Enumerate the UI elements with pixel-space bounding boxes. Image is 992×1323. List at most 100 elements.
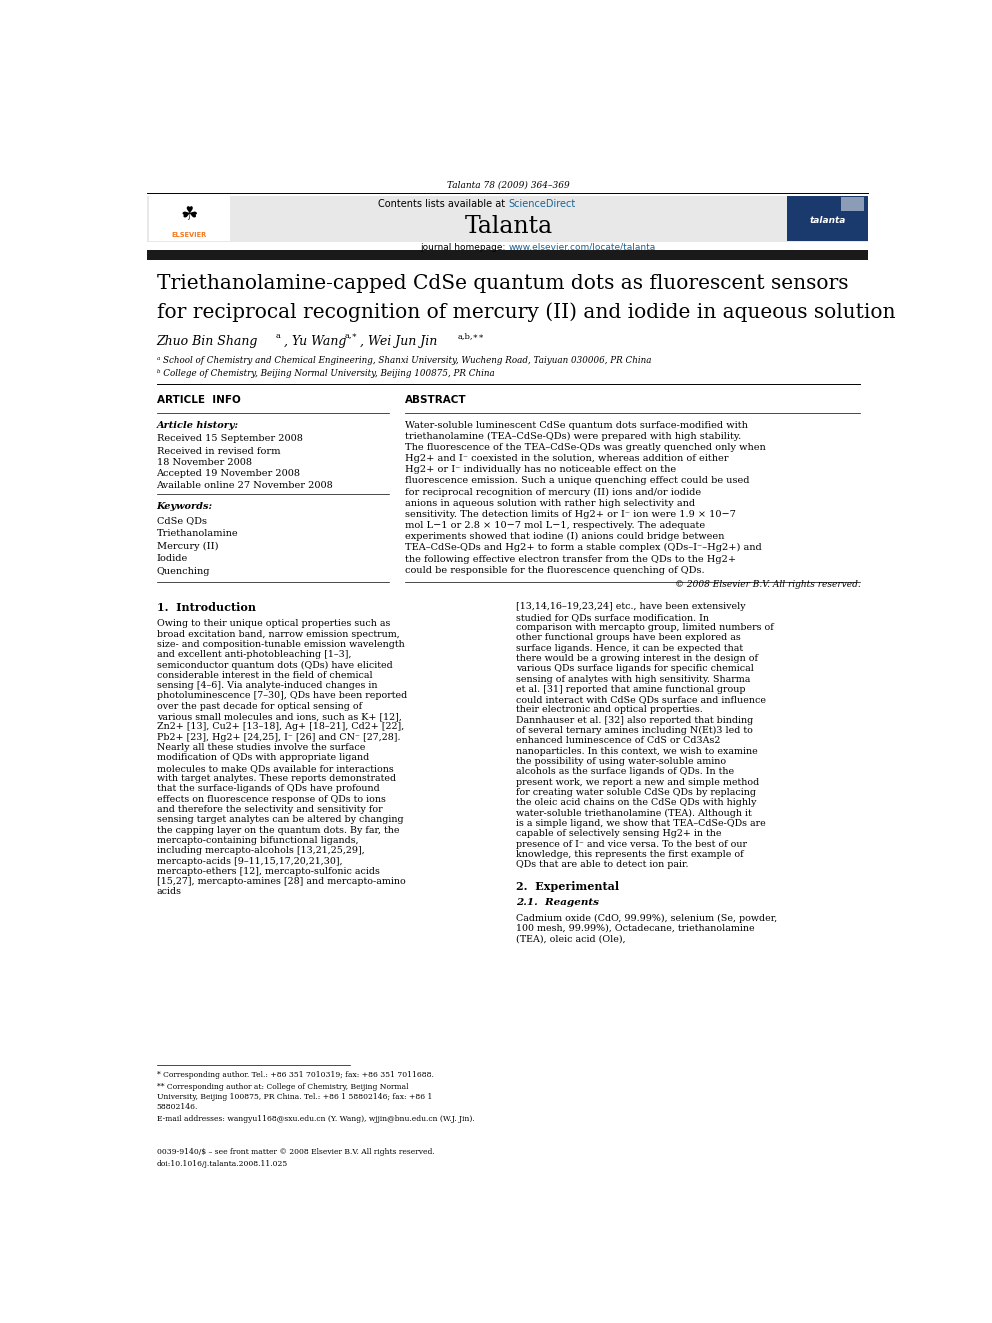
Text: 18 November 2008: 18 November 2008 bbox=[157, 458, 252, 467]
Text: nanoparticles. In this context, we wish to examine: nanoparticles. In this context, we wish … bbox=[516, 746, 758, 755]
Text: a: a bbox=[276, 332, 281, 340]
Text: for reciprocal recognition of mercury (II) ions and/or iodide: for reciprocal recognition of mercury (I… bbox=[405, 488, 700, 496]
Text: 58802146.: 58802146. bbox=[157, 1103, 198, 1111]
Bar bbox=[787, 197, 868, 241]
Text: * Corresponding author. Tel.: +86 351 7010319; fax: +86 351 7011688.: * Corresponding author. Tel.: +86 351 70… bbox=[157, 1072, 434, 1080]
Text: that the surface-ligands of QDs have profound: that the surface-ligands of QDs have pro… bbox=[157, 785, 379, 794]
Text: including mercapto-alcohols [13,21,25,29],: including mercapto-alcohols [13,21,25,29… bbox=[157, 847, 364, 855]
Text: various QDs surface ligands for specific chemical: various QDs surface ligands for specific… bbox=[516, 664, 754, 673]
Text: Triethanolamine: Triethanolamine bbox=[157, 529, 238, 537]
Text: water-soluble triethanolamine (TEA). Although it: water-soluble triethanolamine (TEA). Alt… bbox=[516, 808, 752, 818]
Text: other functional groups have been explored as: other functional groups have been explor… bbox=[516, 634, 741, 642]
Text: modification of QDs with appropriate ligand: modification of QDs with appropriate lig… bbox=[157, 753, 369, 762]
Text: knowledge, this represents the first example of: knowledge, this represents the first exa… bbox=[516, 849, 744, 859]
Text: Triethanolamine-capped CdSe quantum dots as fluorescent sensors: Triethanolamine-capped CdSe quantum dots… bbox=[157, 274, 848, 294]
Text: photoluminescence [7–30], QDs have been reported: photoluminescence [7–30], QDs have been … bbox=[157, 692, 407, 700]
Text: could be responsible for the fluorescence quenching of QDs.: could be responsible for the fluorescenc… bbox=[405, 566, 704, 574]
Text: size- and composition-tunable emission wavelength: size- and composition-tunable emission w… bbox=[157, 640, 405, 648]
Text: Nearly all these studies involve the surface: Nearly all these studies involve the sur… bbox=[157, 744, 365, 751]
Text: and therefore the selectivity and sensitivity for: and therefore the selectivity and sensit… bbox=[157, 804, 382, 814]
Text: enhanced luminescence of CdS or Cd3As2: enhanced luminescence of CdS or Cd3As2 bbox=[516, 737, 720, 745]
Text: Hg2+ and I⁻ coexisted in the solution, whereas addition of either: Hg2+ and I⁻ coexisted in the solution, w… bbox=[405, 454, 728, 463]
Text: Cadmium oxide (CdO, 99.99%), selenium (Se, powder,: Cadmium oxide (CdO, 99.99%), selenium (S… bbox=[516, 914, 778, 923]
Text: Article history:: Article history: bbox=[157, 421, 239, 430]
Text: Contents lists available at: Contents lists available at bbox=[378, 200, 509, 209]
Text: www.elsevier.com/locate/talanta: www.elsevier.com/locate/talanta bbox=[509, 242, 656, 251]
Text: Accepted 19 November 2008: Accepted 19 November 2008 bbox=[157, 470, 301, 478]
Text: Hg2+ or I⁻ individually has no noticeable effect on the: Hg2+ or I⁻ individually has no noticeabl… bbox=[405, 466, 676, 474]
Text: of several ternary amines including N(Et)3 led to: of several ternary amines including N(Et… bbox=[516, 726, 753, 736]
Text: the oleic acid chains on the CdSe QDs with highly: the oleic acid chains on the CdSe QDs wi… bbox=[516, 798, 757, 807]
Text: 100 mesh, 99.99%), Octadecane, triethanolamine: 100 mesh, 99.99%), Octadecane, triethano… bbox=[516, 923, 755, 933]
Text: could interact with CdSe QDs surface and influence: could interact with CdSe QDs surface and… bbox=[516, 695, 766, 704]
Text: ScienceDirect: ScienceDirect bbox=[509, 200, 575, 209]
Text: ᵃ School of Chemistry and Chemical Engineering, Shanxi University, Wucheng Road,: ᵃ School of Chemistry and Chemical Engin… bbox=[157, 356, 651, 365]
Text: Talanta: Talanta bbox=[464, 216, 553, 238]
Text: University, Beijing 100875, PR China. Tel.: +86 1 58802146; fax: +86 1: University, Beijing 100875, PR China. Te… bbox=[157, 1093, 432, 1101]
Text: their electronic and optical properties.: their electronic and optical properties. bbox=[516, 705, 703, 714]
Text: considerable interest in the field of chemical: considerable interest in the field of ch… bbox=[157, 671, 372, 680]
Text: 0039-9140/$ – see front matter © 2008 Elsevier B.V. All rights reserved.: 0039-9140/$ – see front matter © 2008 El… bbox=[157, 1148, 434, 1156]
Text: © 2008 Elsevier B.V. All rights reserved.: © 2008 Elsevier B.V. All rights reserved… bbox=[675, 579, 860, 589]
Bar bbox=[841, 197, 864, 212]
Text: (TEA), oleic acid (Ole),: (TEA), oleic acid (Ole), bbox=[516, 934, 626, 943]
Text: , Yu Wang: , Yu Wang bbox=[285, 335, 347, 348]
Text: Received 15 September 2008: Received 15 September 2008 bbox=[157, 434, 303, 443]
Text: experiments showed that iodine (I) anions could bridge between: experiments showed that iodine (I) anion… bbox=[405, 532, 724, 541]
Text: Keywords:: Keywords: bbox=[157, 503, 212, 511]
Text: [13,14,16–19,23,24] etc., have been extensively: [13,14,16–19,23,24] etc., have been exte… bbox=[516, 602, 746, 611]
Text: capable of selectively sensing Hg2+ in the: capable of selectively sensing Hg2+ in t… bbox=[516, 830, 721, 839]
Text: ᵇ College of Chemistry, Beijing Normal University, Beijing 100875, PR China: ᵇ College of Chemistry, Beijing Normal U… bbox=[157, 369, 494, 378]
Text: there would be a growing interest in the design of: there would be a growing interest in the… bbox=[516, 654, 758, 663]
Text: sensing of analytes with high sensitivity. Sharma: sensing of analytes with high sensitivit… bbox=[516, 675, 751, 684]
Text: sensing target analytes can be altered by changing: sensing target analytes can be altered b… bbox=[157, 815, 403, 824]
Text: with target analytes. These reports demonstrated: with target analytes. These reports demo… bbox=[157, 774, 396, 783]
Text: Zn2+ [13], Cu2+ [13–18], Ag+ [18–21], Cd2+ [22],: Zn2+ [13], Cu2+ [13–18], Ag+ [18–21], Cd… bbox=[157, 722, 404, 732]
Text: , Wei Jun Jin: , Wei Jun Jin bbox=[359, 335, 436, 348]
Text: molecules to make QDs available for interactions: molecules to make QDs available for inte… bbox=[157, 763, 393, 773]
Text: ELSEVIER: ELSEVIER bbox=[172, 232, 206, 238]
Text: ** Corresponding author at: College of Chemistry, Beijing Normal: ** Corresponding author at: College of C… bbox=[157, 1084, 408, 1091]
Text: ☘: ☘ bbox=[181, 205, 197, 225]
Text: various small molecules and ions, such as K+ [12],: various small molecules and ions, such a… bbox=[157, 712, 402, 721]
Text: 2.1.  Reagents: 2.1. Reagents bbox=[516, 898, 599, 908]
Text: Talanta 78 (2009) 364–369: Talanta 78 (2009) 364–369 bbox=[447, 180, 569, 189]
Text: mercapto-ethers [12], mercapto-sulfonic acids: mercapto-ethers [12], mercapto-sulfonic … bbox=[157, 867, 379, 876]
Text: 1.  Introduction: 1. Introduction bbox=[157, 602, 256, 614]
Text: TEA–CdSe-QDs and Hg2+ to form a stable complex (QDs–I⁻–Hg2+) and: TEA–CdSe-QDs and Hg2+ to form a stable c… bbox=[405, 544, 761, 553]
Text: E-mail addresses: wangyu1168@sxu.edu.cn (Y. Wang), wjjin@bnu.edu.cn (W.J. Jin).: E-mail addresses: wangyu1168@sxu.edu.cn … bbox=[157, 1115, 474, 1123]
Text: anions in aqueous solution with rather high selectivity and: anions in aqueous solution with rather h… bbox=[405, 499, 694, 508]
Text: is a simple ligand, we show that TEA–CdSe-QDs are: is a simple ligand, we show that TEA–CdS… bbox=[516, 819, 766, 828]
Text: Zhuo Bin Shang: Zhuo Bin Shang bbox=[157, 335, 258, 348]
Bar bbox=[147, 250, 868, 261]
Text: for reciprocal recognition of mercury (II) and iodide in aqueous solution: for reciprocal recognition of mercury (I… bbox=[157, 303, 895, 323]
Text: acids: acids bbox=[157, 888, 182, 897]
Text: Iodide: Iodide bbox=[157, 554, 187, 564]
Text: and excellent anti-photobleaching [1–3],: and excellent anti-photobleaching [1–3], bbox=[157, 650, 351, 659]
Text: ABSTRACT: ABSTRACT bbox=[405, 396, 466, 405]
Text: a,b,∗∗: a,b,∗∗ bbox=[457, 332, 484, 340]
Text: doi:10.1016/j.talanta.2008.11.025: doi:10.1016/j.talanta.2008.11.025 bbox=[157, 1160, 288, 1168]
Text: [15,27], mercapto-amines [28] and mercapto-amino: [15,27], mercapto-amines [28] and mercap… bbox=[157, 877, 406, 886]
Text: Dannhauser et al. [32] also reported that binding: Dannhauser et al. [32] also reported tha… bbox=[516, 716, 753, 725]
Text: sensing [4–6]. Via analyte-induced changes in: sensing [4–6]. Via analyte-induced chang… bbox=[157, 681, 377, 691]
Text: Available online 27 November 2008: Available online 27 November 2008 bbox=[157, 480, 333, 490]
Text: a,∗: a,∗ bbox=[345, 332, 358, 340]
Text: semiconductor quantum dots (QDs) have elicited: semiconductor quantum dots (QDs) have el… bbox=[157, 660, 392, 669]
Text: CdSe QDs: CdSe QDs bbox=[157, 516, 206, 525]
Text: Pb2+ [23], Hg2+ [24,25], I⁻ [26] and CN⁻ [27,28].: Pb2+ [23], Hg2+ [24,25], I⁻ [26] and CN⁻… bbox=[157, 733, 400, 742]
Text: present work, we report a new and simple method: present work, we report a new and simple… bbox=[516, 778, 760, 787]
Text: surface ligands. Hence, it can be expected that: surface ligands. Hence, it can be expect… bbox=[516, 643, 743, 652]
Bar bbox=[147, 196, 868, 242]
Text: mercapto-acids [9–11,15,17,20,21,30],: mercapto-acids [9–11,15,17,20,21,30], bbox=[157, 856, 342, 865]
Text: comparison with mercapto group, limited numbers of: comparison with mercapto group, limited … bbox=[516, 623, 774, 632]
Text: mol L−1 or 2.8 × 10−7 mol L−1, respectively. The adequate: mol L−1 or 2.8 × 10−7 mol L−1, respectiv… bbox=[405, 521, 704, 531]
Text: fluorescence emission. Such a unique quenching effect could be used: fluorescence emission. Such a unique que… bbox=[405, 476, 749, 486]
Text: alcohols as the surface ligands of QDs. In the: alcohols as the surface ligands of QDs. … bbox=[516, 767, 734, 777]
Text: Mercury (II): Mercury (II) bbox=[157, 541, 218, 550]
Text: Quenching: Quenching bbox=[157, 566, 210, 576]
Text: effects on fluorescence response of QDs to ions: effects on fluorescence response of QDs … bbox=[157, 795, 386, 803]
Text: broad excitation band, narrow emission spectrum,: broad excitation band, narrow emission s… bbox=[157, 630, 400, 639]
Text: Water-soluble luminescent CdSe quantum dots surface-modified with: Water-soluble luminescent CdSe quantum d… bbox=[405, 421, 747, 430]
Text: studied for QDs surface modification. In: studied for QDs surface modification. In bbox=[516, 613, 709, 622]
